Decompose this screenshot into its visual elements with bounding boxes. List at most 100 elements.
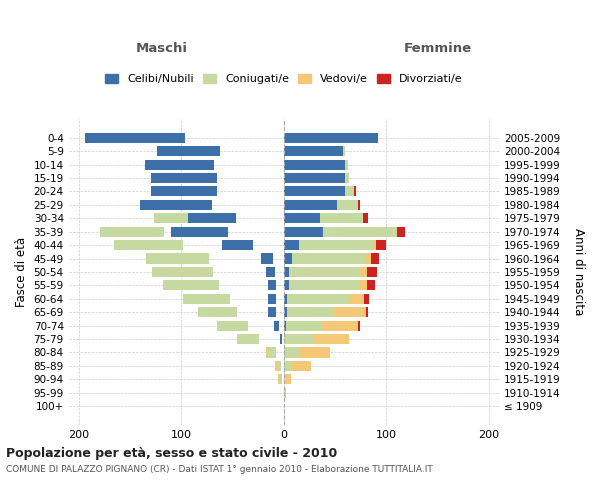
Bar [284,320,286,330]
Bar [286,320,322,330]
Bar [278,374,280,384]
Bar [167,240,175,250]
Bar [289,267,359,277]
Bar [364,294,369,304]
Bar [292,361,311,371]
Bar [284,213,320,224]
Bar [114,240,184,250]
Bar [266,348,271,358]
Bar [211,294,220,304]
Bar [140,200,212,210]
Bar [366,307,368,317]
Bar [284,160,346,170]
Y-axis label: Anni di nascita: Anni di nascita [572,228,585,316]
Bar [346,173,349,183]
Bar [284,334,313,344]
Bar [203,267,208,277]
Bar [146,254,209,264]
Bar [284,200,337,210]
Bar [262,254,272,264]
Bar [154,213,195,224]
Bar [100,226,164,236]
Bar [358,200,360,210]
Bar [376,240,386,250]
Bar [359,280,367,290]
Bar [207,186,212,196]
Bar [249,334,254,344]
Bar [346,186,353,196]
Bar [233,307,235,317]
Bar [349,294,364,304]
Bar [363,213,368,224]
Y-axis label: Fasce di età: Fasce di età [15,237,28,307]
Bar [154,226,159,236]
Bar [284,132,378,142]
Bar [280,334,282,344]
Bar [284,226,323,236]
Bar [299,348,330,358]
Bar [163,280,220,290]
Bar [397,226,405,236]
Bar [157,146,220,156]
Bar [284,254,292,264]
Bar [299,240,373,250]
Bar [373,240,376,250]
Bar [145,160,214,170]
Bar [284,267,289,277]
Bar [286,374,291,384]
Bar [284,240,299,250]
Bar [366,254,371,264]
Bar [287,294,349,304]
Bar [226,294,227,304]
Bar [268,348,276,358]
Bar [230,307,233,317]
Bar [198,307,237,317]
Bar [284,388,286,398]
Bar [274,320,279,330]
Bar [323,226,397,236]
Bar [313,334,349,344]
Bar [333,307,366,317]
Bar [152,267,213,277]
Bar [175,200,194,210]
Bar [353,186,356,196]
Bar [275,361,278,371]
Bar [151,186,217,196]
Bar [266,267,275,277]
Bar [213,173,215,183]
Bar [289,280,359,290]
Bar [359,267,367,277]
Bar [371,254,379,264]
Bar [358,320,360,330]
Bar [284,186,346,196]
Bar [239,320,241,330]
Bar [184,294,230,304]
Text: Femmine: Femmine [404,42,472,56]
Bar [284,146,343,156]
Bar [343,146,346,156]
Bar [284,361,292,371]
Bar [223,240,253,250]
Bar [280,374,282,384]
Bar [367,267,377,277]
Bar [320,213,363,224]
Bar [237,334,259,344]
Bar [367,280,375,290]
Bar [188,213,236,224]
Bar [151,173,217,183]
Bar [268,280,276,290]
Bar [209,280,214,290]
Bar [284,173,346,183]
Bar [284,294,287,304]
Bar [238,320,243,330]
Bar [322,320,358,330]
Bar [284,307,287,317]
Bar [268,294,276,304]
Text: COMUNE DI PALAZZO PIGNANO (CR) - Dati ISTAT 1° gennaio 2010 - Elaborazione TUTTI: COMUNE DI PALAZZO PIGNANO (CR) - Dati IS… [6,466,433,474]
Bar [85,132,185,142]
Legend: Celibi/Nubili, Coniugati/e, Vedovi/e, Divorziati/e: Celibi/Nubili, Coniugati/e, Vedovi/e, Di… [101,69,467,88]
Bar [292,254,366,264]
Bar [217,320,248,330]
Bar [278,361,281,371]
Bar [199,254,204,264]
